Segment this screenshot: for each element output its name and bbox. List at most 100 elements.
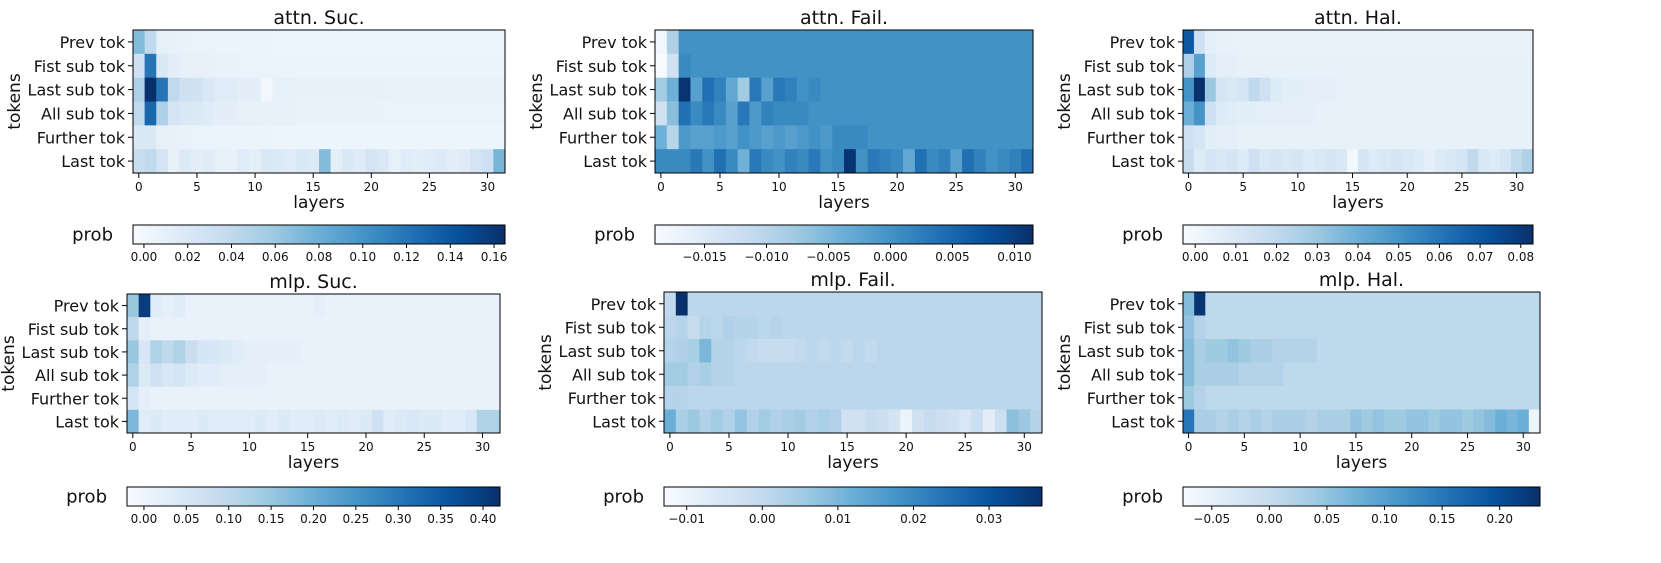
heatmap-cell [330, 53, 343, 79]
heatmap-cell [805, 362, 818, 387]
heatmap-cell [435, 53, 448, 79]
heatmap-cell [1450, 339, 1463, 363]
colorbar-tick-label: 0.00 [131, 512, 158, 526]
heatmap-cell [1473, 386, 1485, 410]
heatmap-cell [1216, 362, 1229, 387]
heatmap-cell [167, 77, 180, 102]
heatmap-cell [912, 386, 925, 410]
y-tick-label: Last sub tok [1078, 81, 1176, 100]
heatmap-cell [1009, 77, 1022, 102]
heatmap-cell [179, 30, 192, 55]
heatmap-cell [336, 363, 349, 388]
heatmap-cell [773, 30, 786, 55]
heatmap-cell [1517, 339, 1530, 363]
heatmap-cell [1193, 77, 1206, 102]
heatmap-cell [903, 77, 916, 102]
heatmap-cell [962, 77, 975, 102]
heatmap-cell [1473, 339, 1485, 363]
heatmap-cell [832, 77, 845, 102]
heatmap-cell [412, 125, 425, 150]
y-axis-label: tokens [536, 334, 556, 391]
heatmap-cell [1249, 339, 1262, 363]
heatmap-cell [1428, 409, 1440, 434]
y-tick-label: Last sub tok [559, 342, 657, 361]
heatmap-cell [782, 386, 795, 410]
heatmap-cell [1272, 362, 1284, 387]
heatmap-cell [150, 363, 163, 388]
heatmap-cell [179, 149, 192, 174]
heatmap-cell [1314, 125, 1326, 150]
heatmap-cell [1350, 315, 1362, 340]
heatmap-cell [1379, 53, 1392, 79]
colorbar-tick-label: 0.20 [300, 512, 327, 526]
heatmap-cell [395, 340, 408, 364]
heatmap-cell [1183, 386, 1195, 410]
colorbar-tick-label: 0.00 [1256, 512, 1283, 526]
heatmap-cell [655, 53, 668, 79]
heatmap-cell [879, 30, 892, 55]
x-tick-label: 5 [1239, 180, 1247, 194]
heatmap-cell [746, 362, 759, 387]
heatmap-cell [127, 340, 140, 364]
heatmap-cell [208, 340, 221, 364]
heatmap-cell [249, 30, 262, 55]
heatmap-cell [377, 30, 390, 55]
heatmap-cell [1316, 315, 1329, 340]
heatmap-cell [1500, 30, 1512, 55]
heatmap-cell [855, 77, 869, 102]
heatmap-cell [675, 386, 689, 410]
heatmap-cell [985, 77, 998, 102]
heatmap-cell [1328, 315, 1340, 340]
heatmap-cell [1316, 409, 1329, 434]
heatmap-cell [1009, 125, 1022, 150]
x-tick-label: 15 [830, 180, 845, 194]
x-tick-label: 25 [417, 440, 432, 454]
heatmap-cell [388, 125, 401, 150]
heatmap-cell [430, 317, 443, 341]
heatmap-cell [912, 362, 925, 387]
heatmap-cell [348, 294, 361, 318]
heatmap-cell [1412, 77, 1425, 102]
heatmap-cell [1522, 77, 1534, 102]
colorbar-tick-label: 0.07 [1467, 250, 1494, 264]
heatmap-cell [770, 339, 783, 363]
heatmap-cell [1428, 362, 1440, 387]
heatmap-cell [1406, 315, 1418, 340]
heatmap-cell [903, 30, 916, 55]
heatmap-cell [301, 409, 314, 434]
heatmap-cell [1227, 315, 1240, 340]
heatmap-cell [879, 125, 892, 150]
heatmap-cell [249, 53, 262, 79]
heatmap-cell [900, 315, 913, 340]
heatmap-cell [938, 125, 951, 150]
heatmap-cell [202, 101, 215, 126]
heatmap-cell [1009, 101, 1022, 126]
heatmap-cell [185, 409, 198, 434]
heatmap-cell [982, 292, 996, 316]
heatmap-cell [330, 77, 343, 102]
x-tick-label: 0 [657, 180, 665, 194]
heatmap-cell [1281, 53, 1293, 79]
heatmap-cell [690, 53, 703, 79]
heatmap-cell [1204, 149, 1217, 174]
heatmap-cell [1383, 292, 1396, 316]
heatmap-cell [441, 363, 454, 388]
heatmap-cell [962, 101, 975, 126]
heatmap-cell [138, 409, 151, 434]
heatmap-cell [167, 149, 180, 174]
heatmap-cell [1511, 53, 1523, 79]
heatmap-cell [133, 125, 146, 150]
heatmap-cell [841, 409, 854, 434]
x-tick-label: 15 [300, 440, 315, 454]
heatmap-cell [295, 53, 308, 79]
heatmap-cell [255, 363, 268, 388]
heatmap-cell [867, 77, 880, 102]
heatmap-cell [1383, 409, 1396, 434]
heatmap-cell [1401, 77, 1414, 102]
heatmap-cell [702, 149, 715, 174]
heatmap-cell [1238, 339, 1251, 363]
heatmap-cell [687, 292, 700, 316]
heatmap-cell [435, 30, 448, 55]
heatmap-cell [1006, 315, 1019, 340]
heatmap-cell [476, 363, 489, 388]
